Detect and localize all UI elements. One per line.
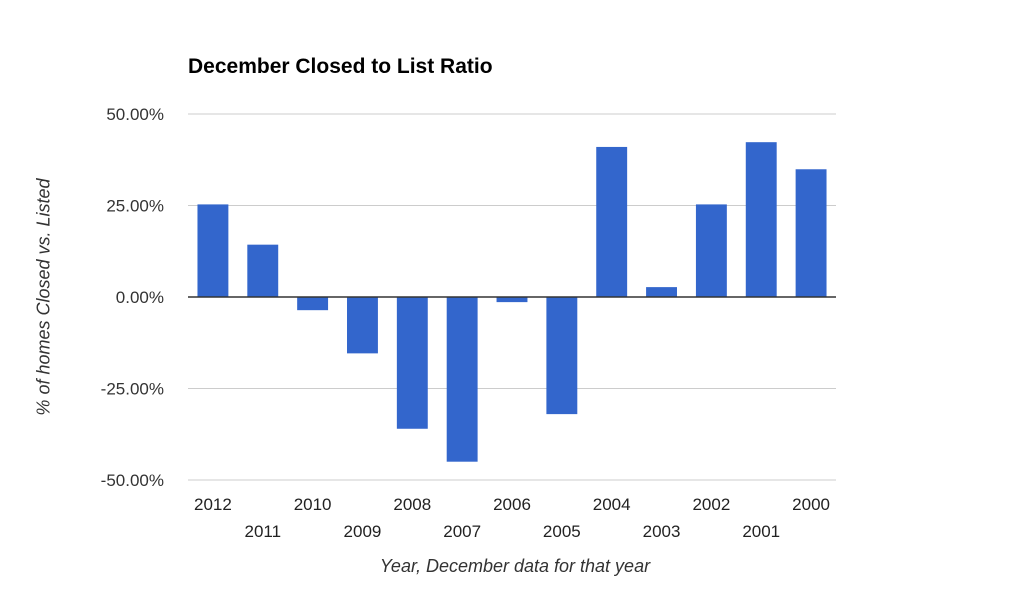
x-tick-label: 2007 [443,522,481,541]
gridlines [188,113,836,481]
bars [197,142,827,462]
bar-2011 [247,244,279,297]
y-tick-label: -50.00% [101,471,164,490]
x-axis-label: Year, December data for that year [379,556,651,576]
y-tick-label: 25.00% [106,197,164,216]
bar-2009 [347,297,378,354]
x-tick-label: 2010 [294,495,332,514]
chart-title: December Closed to List Ratio [188,55,493,78]
y-tick-label: 0.00% [116,288,164,307]
bar-2002 [695,204,727,297]
bar-2007 [446,297,478,462]
y-tick-label: -25.00% [101,380,164,399]
x-tick-label: 2009 [344,522,382,541]
x-tick-label: 2006 [493,495,531,514]
x-tick-labels: 2012 2011 2010 2009 2008 2007 2006 2005 2004 2003… [194,495,830,541]
bar-2010 [297,297,329,311]
bar-2005 [546,297,578,415]
y-tick-labels: 50.00% 25.00% 0.00% -25.00% -50.00% [101,105,164,490]
x-tick-label: 2011 [244,522,281,541]
x-tick-label: 2005 [543,522,581,541]
bar-2004 [596,146,628,297]
x-tick-label: 2000 [792,495,830,514]
bar-2006 [496,297,528,303]
y-tick-label: 50.00% [106,105,164,124]
x-tick-label: 2008 [393,495,431,514]
x-tick-label: 2012 [194,495,232,514]
bar-2003 [646,287,677,297]
x-tick-label: 2003 [643,522,681,541]
bar-2001 [745,142,777,297]
x-tick-label: 2002 [692,495,730,514]
x-tick-label: 2001 [742,522,780,541]
bar-2000 [795,169,827,297]
bar-2008 [396,297,428,429]
x-tick-label: 2004 [593,495,631,514]
bar-2012 [197,204,229,297]
